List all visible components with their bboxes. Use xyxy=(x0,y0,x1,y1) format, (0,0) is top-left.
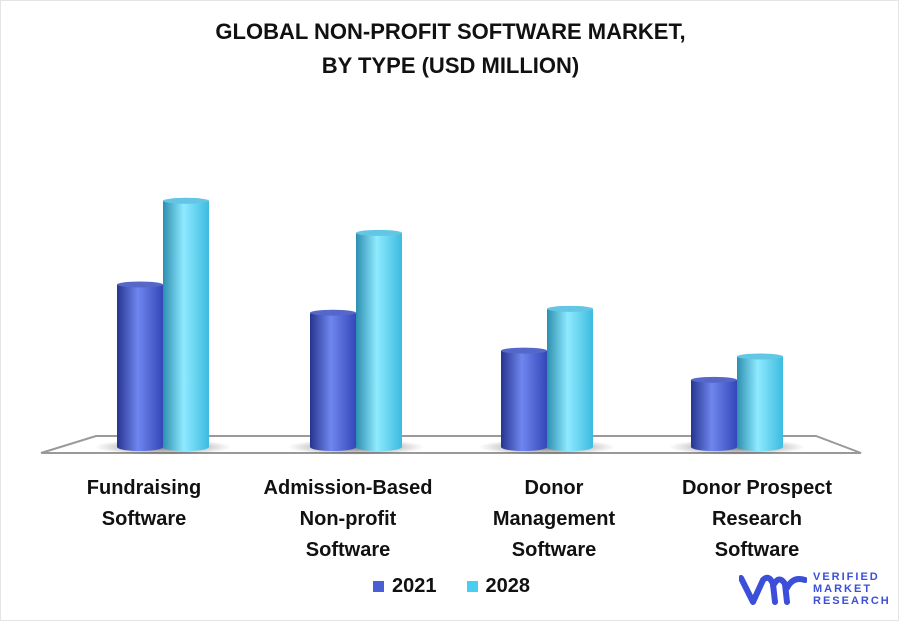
category-label-line: Software xyxy=(714,539,800,561)
category-label: Fundraising Software xyxy=(54,473,234,535)
legend-swatch-2021 xyxy=(373,581,384,592)
category-label-line: Donor xyxy=(524,477,584,499)
brand-logo: VERIFIED MARKET RESEARCH xyxy=(739,571,891,607)
legend-swatch-2028 xyxy=(466,581,478,592)
legend: 2021 2028 xyxy=(373,575,530,598)
bar-2028-1 xyxy=(356,229,402,451)
category-label-line: Non-profit xyxy=(299,508,397,530)
category-label-line: Software xyxy=(101,508,187,530)
category-label-line: Management xyxy=(492,508,616,530)
category-label-line: Donor Prospect xyxy=(681,477,833,499)
legend-label-2021: 2021 xyxy=(392,575,437,597)
brand-line-3: RESEARCH xyxy=(813,595,891,607)
vmr-logo-icon xyxy=(739,574,807,605)
bar-2021-2 xyxy=(501,347,547,451)
chart-title-line-2: BY TYPE (USD MILLION) xyxy=(321,53,580,78)
legend-label-2028: 2028 xyxy=(485,575,531,597)
category-label-line: Software xyxy=(511,539,597,561)
bar-2021-1 xyxy=(310,309,356,451)
bar-2028-2 xyxy=(547,305,593,451)
brand-line-2: MARKET xyxy=(813,583,873,595)
bar-2021-0 xyxy=(117,281,163,451)
bar-2028-0 xyxy=(163,197,209,451)
category-label: Donor Management Software xyxy=(464,473,644,566)
category-label: Admission-Based Non-profit Software xyxy=(258,473,438,566)
category-label-line: Fundraising xyxy=(86,477,202,499)
brand-line-1: VERIFIED xyxy=(813,571,880,583)
bar-2028-3 xyxy=(737,353,783,451)
bar-2021-3 xyxy=(691,376,737,451)
bar-chart xyxy=(40,197,862,455)
category-label: Donor Prospect Research Software xyxy=(667,473,847,566)
category-label-line: Software xyxy=(305,539,391,561)
category-label-line: Research xyxy=(711,508,803,530)
chart-title-line-1: GLOBAL NON-PROFIT SOFTWARE MARKET, xyxy=(215,19,686,44)
category-label-line: Admission-Based xyxy=(263,477,433,499)
